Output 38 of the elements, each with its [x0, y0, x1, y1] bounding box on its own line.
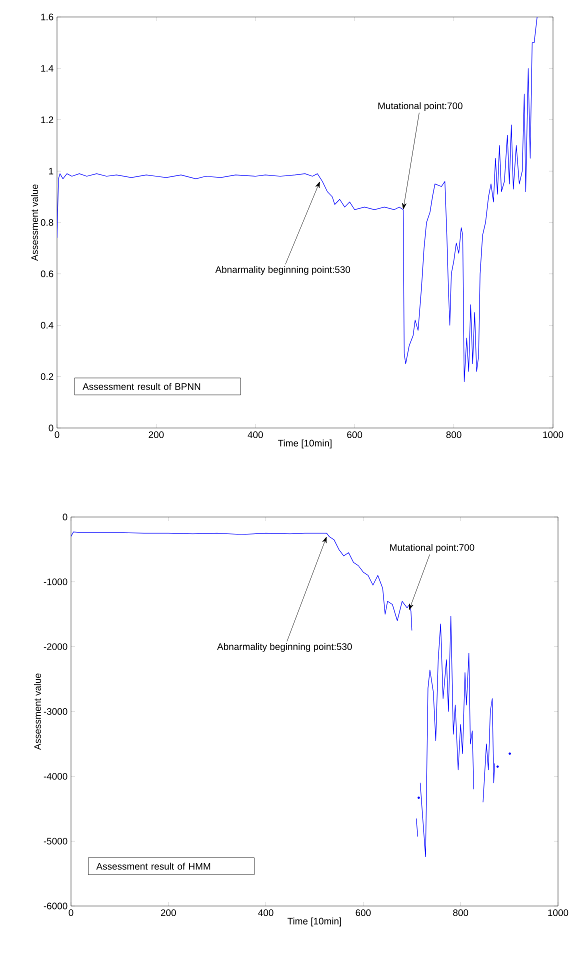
y-tick-label: -2000 [44, 643, 68, 650]
x-tick-label: 600 [347, 431, 362, 438]
x-tick-label: 1000 [543, 431, 564, 438]
y-tick-label: 0 [62, 514, 68, 520]
y-tick-label: 1.2 [41, 116, 54, 124]
x-tick-label: 800 [446, 431, 462, 438]
annotation: Mutational point:700 [390, 544, 474, 553]
y-tick-label: 1.4 [41, 65, 54, 72]
x-axis-title: Time [10min] [288, 918, 341, 926]
y-tick-label: 0.8 [40, 219, 54, 226]
x-tick-label: 400 [258, 909, 274, 916]
y-tick-label: -6000 [44, 902, 68, 910]
y-tick-label: 0 [48, 424, 54, 432]
line-series [57, 16, 538, 382]
y-tick-label: -3000 [44, 708, 68, 715]
x-tick-label: 800 [453, 909, 468, 916]
annotation: Mutational point:700 [378, 102, 462, 112]
y-tick-label: 0.2 [40, 373, 54, 380]
x-tick-label: 400 [248, 431, 263, 438]
y-tick-label: -5000 [44, 838, 68, 845]
y-tick-label: 1 [49, 168, 54, 174]
annotation: Assessment result of HMM [96, 862, 210, 870]
x-tick-label: 1000 [548, 909, 568, 916]
annotation: Abnarmality beginning point:530 [217, 643, 352, 652]
x-tick-label: 200 [160, 909, 176, 916]
y-tick-label: 1.6 [41, 14, 54, 20]
annotation: Assessment result of BPNN [82, 382, 200, 390]
annotation: Abnarmality beginning point:530 [215, 266, 350, 275]
x-tick-label: 200 [148, 431, 164, 438]
x-axis-title: Time [10min] [278, 440, 332, 448]
y-tick-label: 0.4 [40, 322, 54, 329]
y-tick-label: -1000 [44, 578, 68, 586]
y-tick-label: 0.6 [40, 270, 54, 278]
x-tick-label: 600 [356, 909, 371, 916]
y-axis-title: Assessment value [34, 674, 41, 750]
y-axis-title: Assessment value [31, 184, 38, 261]
y-tick-label: -4000 [44, 772, 68, 780]
x-tick-label: 0 [68, 909, 74, 916]
